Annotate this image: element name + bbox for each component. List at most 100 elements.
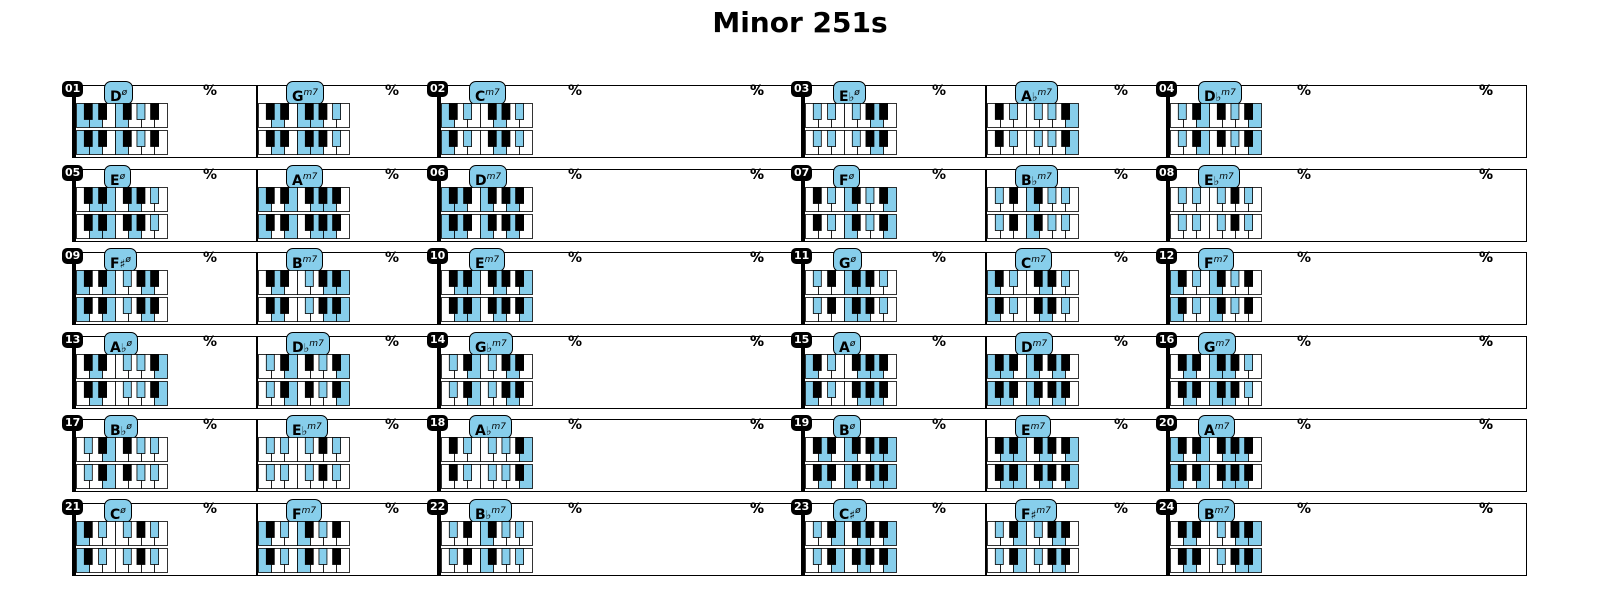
chord-label[interactable]: B♭m7 — [469, 499, 512, 523]
chord-label[interactable]: Fm7 — [286, 499, 323, 523]
black-key — [98, 187, 108, 204]
chord-label[interactable]: Cø — [104, 499, 132, 523]
chord-root: A — [110, 340, 121, 356]
black-key — [1244, 548, 1253, 565]
chord-label[interactable]: Em7 — [1015, 415, 1052, 439]
black-key — [98, 354, 108, 371]
chord-label[interactable]: F♯m7 — [1015, 499, 1057, 523]
black-key — [122, 187, 132, 204]
black-key — [448, 130, 458, 147]
chord-label[interactable]: Fm7 — [1198, 248, 1235, 272]
chord-label[interactable]: A♭ø — [104, 332, 139, 356]
repeat-symbol: % — [1114, 83, 1129, 99]
black-key — [994, 214, 1004, 231]
black-key — [122, 270, 132, 287]
chord-root: A — [1021, 89, 1032, 105]
chord-label[interactable]: Cm7 — [1015, 248, 1052, 272]
black-key — [487, 521, 497, 538]
black-key — [98, 270, 108, 287]
chord-label[interactable]: Bm7 — [1198, 499, 1236, 523]
repeat-symbol: % — [1114, 167, 1129, 183]
black-key — [827, 381, 837, 398]
chord-quality: ø — [850, 255, 857, 265]
black-key — [280, 187, 290, 204]
chord-label[interactable]: A♭m7 — [469, 415, 513, 439]
chord-quality: ø — [854, 88, 860, 98]
black-key — [304, 354, 314, 371]
chord-label[interactable]: Dm7 — [1015, 332, 1054, 356]
repeat-symbol: % — [203, 250, 218, 266]
black-key — [812, 437, 822, 454]
chord-label[interactable]: Am7 — [1198, 415, 1236, 439]
chord-label[interactable]: F♯ø — [104, 248, 137, 272]
chord-quality: m7 — [486, 172, 502, 182]
chord-label[interactable]: B♭m7 — [1015, 165, 1058, 189]
black-key — [1192, 354, 1202, 371]
bar-line-thin — [256, 169, 258, 242]
black-key — [851, 381, 861, 398]
chord-quality: m7 — [303, 88, 319, 98]
piano-keyboard — [805, 437, 897, 462]
chord-label[interactable]: Dm7 — [469, 165, 508, 189]
chord-label[interactable]: E♭m7 — [286, 415, 328, 439]
black-key — [1216, 187, 1226, 204]
black-key — [1244, 381, 1253, 398]
piano-keyboard — [1170, 354, 1262, 379]
chord-label[interactable]: Eø — [104, 165, 132, 189]
chord-label[interactable]: Dø — [104, 81, 134, 105]
chord-label[interactable]: E♭m7 — [1198, 165, 1240, 189]
black-key — [318, 130, 328, 147]
piano-keyboard — [441, 270, 533, 295]
piano-keyboard — [1170, 548, 1262, 573]
chord-accidental: ♭ — [486, 341, 493, 355]
chord-quality: ø — [855, 506, 861, 516]
bar-line-thick — [437, 336, 441, 409]
piano-keyboard — [987, 103, 1079, 128]
bar-line-thin — [985, 169, 987, 242]
black-key — [98, 464, 108, 481]
black-key — [501, 548, 511, 565]
black-key — [1216, 521, 1226, 538]
black-key — [1230, 130, 1240, 147]
chord-root: E — [292, 423, 302, 439]
chord-label[interactable]: Fø — [833, 165, 861, 189]
chord-label[interactable]: D♭m7 — [286, 332, 330, 356]
measure-number: 21 — [62, 499, 84, 515]
chord-accidental: ♭ — [485, 508, 492, 522]
chord-label[interactable]: Bm7 — [286, 248, 324, 272]
chord-label[interactable]: Gm7 — [286, 81, 324, 105]
black-key — [879, 103, 888, 120]
black-key — [304, 464, 314, 481]
black-key — [1192, 130, 1202, 147]
chord-label[interactable]: Bø — [833, 415, 862, 439]
chord-label[interactable]: Am7 — [286, 165, 324, 189]
piano-keyboard — [76, 214, 168, 239]
repeat-symbol: % — [568, 250, 583, 266]
black-key — [827, 214, 837, 231]
chord-label[interactable]: G♭m7 — [469, 332, 513, 356]
black-key — [487, 270, 497, 287]
black-key — [1192, 270, 1202, 287]
chord-label[interactable]: B♭ø — [104, 415, 138, 439]
chord-label[interactable]: Gø — [833, 248, 863, 272]
chord-label[interactable]: E♭ø — [833, 81, 866, 105]
chord-label[interactable]: D♭m7 — [1198, 81, 1242, 105]
black-key — [1177, 270, 1187, 287]
chord-label[interactable]: A♭m7 — [1015, 81, 1059, 105]
chord-label[interactable]: Aø — [833, 332, 862, 356]
black-key — [332, 103, 341, 120]
piano-keyboard — [987, 381, 1079, 406]
black-key — [879, 354, 888, 371]
piano-keyboard — [258, 521, 350, 546]
piano-keyboard — [258, 464, 350, 489]
chord-label[interactable]: Em7 — [469, 248, 506, 272]
piano-keyboard — [441, 381, 533, 406]
piano-keyboard — [258, 297, 350, 322]
chord-label[interactable]: C♯ø — [833, 499, 867, 523]
piano-keyboard — [76, 297, 168, 322]
chord-root: C — [475, 89, 486, 105]
black-key — [136, 130, 146, 147]
chord-label[interactable]: Cm7 — [469, 81, 506, 105]
black-key — [1061, 464, 1070, 481]
chord-label[interactable]: Gm7 — [1198, 332, 1236, 356]
